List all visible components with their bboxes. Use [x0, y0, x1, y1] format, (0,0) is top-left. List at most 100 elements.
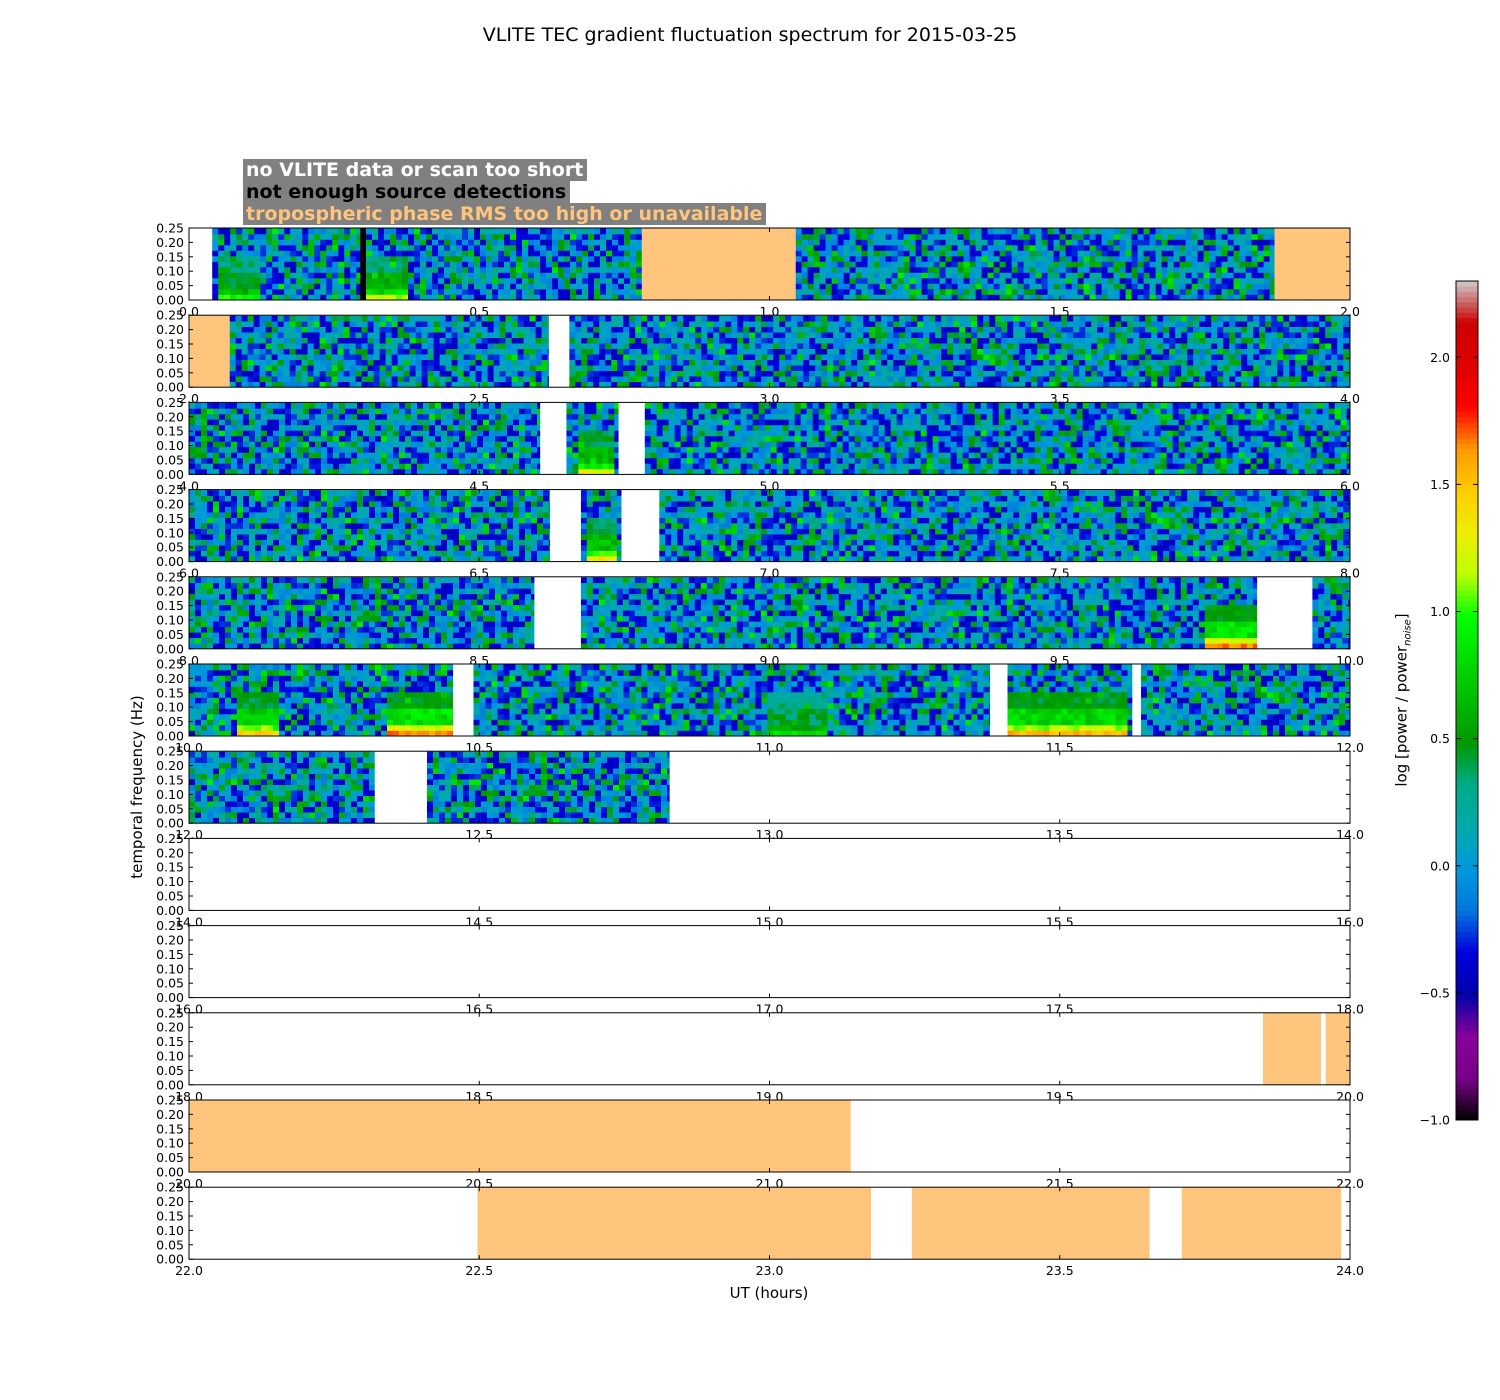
spectrum-cell — [1205, 348, 1212, 355]
spectrum-cell — [1161, 283, 1168, 290]
spectrum-cell — [1133, 381, 1140, 388]
spectrum-cell — [1065, 245, 1072, 251]
spectrum-cell — [367, 354, 374, 360]
spectrum-cell — [1053, 228, 1060, 235]
spectrum-cell — [977, 376, 984, 382]
spectrum-cell — [379, 343, 386, 349]
spectrum-cell — [295, 326, 302, 333]
spectrum-cell — [387, 413, 394, 420]
spectrum-cell — [1097, 365, 1104, 371]
spectrum-cell — [1241, 315, 1248, 322]
spectrum-cell — [345, 413, 352, 420]
spectrum-cell — [207, 424, 214, 431]
spectrum-cell — [1115, 381, 1122, 388]
spectrum-cell — [1331, 321, 1338, 327]
spectrum-cell — [981, 283, 988, 290]
spectrum-cell — [387, 441, 394, 448]
spectrum-cell — [523, 326, 530, 333]
spectrum-cell — [1199, 365, 1206, 371]
spectrum-cell — [266, 289, 273, 295]
spectrum-cell — [1115, 315, 1122, 322]
spectrum-cell — [671, 376, 678, 382]
spectrum-cell — [713, 321, 720, 327]
spectrum-cell — [665, 365, 672, 371]
spectrum-cell — [439, 354, 446, 360]
spectrum-cell — [1073, 326, 1080, 333]
spectrum-cell — [677, 381, 684, 388]
spectrum-cell — [807, 228, 814, 235]
spectrum-cell — [965, 315, 972, 322]
spectrum-cell — [439, 359, 446, 366]
spectrum-cell — [242, 289, 249, 295]
spectrum-cell — [611, 354, 618, 360]
spectrum-cell — [641, 343, 648, 349]
spectrum-cell — [450, 289, 457, 295]
spectrum-cell — [761, 376, 768, 382]
spectrum-cell — [987, 283, 994, 290]
spectrum-cell — [320, 278, 327, 284]
spectrum-cell — [343, 365, 350, 371]
spectrum-cell — [951, 289, 958, 295]
spectrum-cell — [1001, 354, 1008, 360]
spectrum-cell — [1307, 348, 1314, 355]
spectrum-cell — [308, 289, 315, 295]
spectrum-cell — [611, 359, 618, 366]
spectrum-cell — [905, 381, 912, 388]
spectrum-cell — [1221, 261, 1228, 268]
spectrum-cell — [1227, 228, 1234, 235]
spectrum-cell — [367, 359, 374, 366]
spectrum-cell — [743, 337, 750, 344]
spectrum-cell — [849, 234, 856, 240]
spectrum-cell — [951, 245, 958, 251]
spectrum-cell — [236, 234, 243, 240]
spectrum-cell — [522, 245, 529, 251]
spectrum-cell — [505, 332, 512, 338]
spectrum-cell — [242, 294, 249, 301]
spectrum-cell — [1215, 272, 1222, 279]
spectrum-cell — [1211, 381, 1218, 388]
spectrum-cell — [356, 294, 361, 301]
spectrum-cell — [528, 239, 535, 246]
spectrum-cell — [469, 326, 476, 333]
spectrum-cell — [606, 228, 613, 235]
spectrum-cell — [953, 343, 960, 349]
spectrum-cell — [881, 365, 888, 371]
spectrum-cell — [451, 337, 458, 344]
spectrum-cell — [599, 370, 606, 377]
spectrum-cell — [415, 376, 422, 382]
spectrum-cell — [451, 376, 458, 382]
spectrum-cell — [629, 381, 636, 388]
spectrum-cell — [863, 315, 870, 322]
spectrum-cell — [1097, 370, 1104, 377]
spectrum-cell — [1043, 354, 1050, 360]
spectrum-cell — [923, 354, 930, 360]
spectrum-cell — [357, 413, 364, 420]
spectrum-cell — [1157, 365, 1164, 371]
spectrum-cell — [1217, 321, 1224, 327]
spectrum-cell — [1091, 359, 1098, 366]
spectrum-cell — [1211, 315, 1218, 322]
spectrum-cell — [535, 365, 542, 371]
spectrum-cell — [321, 463, 328, 470]
spectrum-cell — [235, 326, 242, 333]
spectrum-cell — [1217, 359, 1224, 366]
spectrum-cell — [411, 441, 418, 448]
spectrum-cell — [279, 446, 286, 453]
spectrum-cell — [326, 289, 333, 295]
spectrum-cell — [623, 315, 630, 322]
spectrum-cell — [1119, 228, 1126, 235]
spectrum-cell — [469, 359, 476, 366]
spectrum-cell — [456, 289, 463, 295]
spectrum-cell — [351, 457, 358, 464]
spectrum-cell — [1241, 343, 1248, 349]
y-tick-label: 0.10 — [156, 351, 184, 366]
spectrum-cell — [212, 256, 219, 262]
spectrum-cell — [357, 419, 364, 426]
spectrum-cell — [767, 343, 774, 349]
spectrum-cell — [588, 272, 595, 279]
spectrum-cell — [795, 267, 802, 273]
spectrum-cell — [295, 332, 302, 338]
spectrum-cell — [541, 326, 548, 333]
spectrum-cell — [1019, 337, 1026, 344]
spectrum-cell — [1085, 359, 1092, 366]
